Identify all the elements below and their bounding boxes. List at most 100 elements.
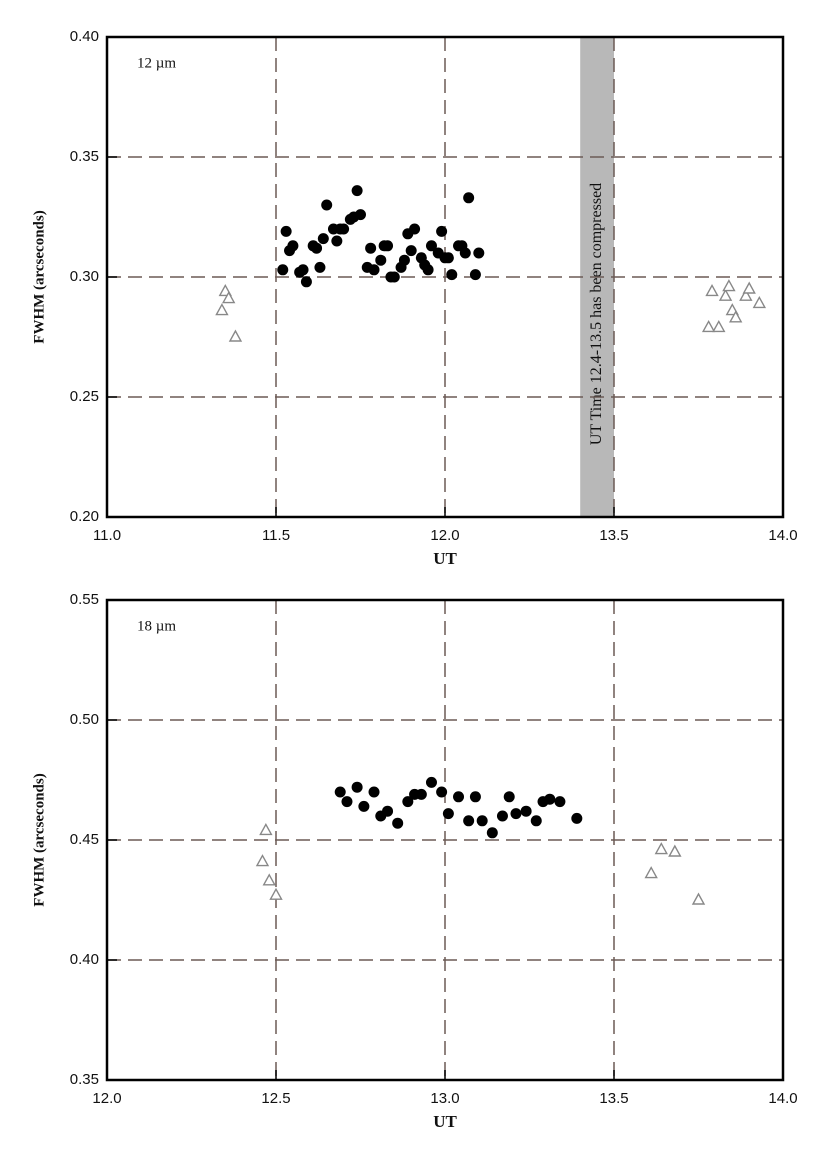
plot-frame	[105, 35, 785, 519]
y-tick-label: 0.30	[70, 268, 99, 285]
triangle-point	[255, 854, 270, 867]
circle-point	[341, 796, 353, 808]
triangle-point	[728, 310, 743, 323]
circle-point	[463, 815, 475, 827]
band-label: UT Time 12.4-13.5 has been compressed	[588, 183, 605, 445]
x-tick-label: 11.0	[93, 527, 121, 544]
circle-point	[425, 776, 437, 788]
triangle-point	[705, 283, 719, 297]
plot-frame	[105, 598, 785, 1082]
circle-point	[422, 264, 434, 276]
panel-label: 12 µm	[137, 55, 176, 71]
y-axis-label: FWHM (arcseconds)	[31, 773, 47, 906]
triangle-point	[644, 866, 658, 879]
circle-point	[287, 240, 299, 252]
circle-point	[486, 827, 498, 839]
triangle-point	[221, 291, 236, 304]
y-tick-label: 0.35	[70, 148, 99, 165]
circle-point	[544, 793, 556, 805]
y-tick-label: 0.35	[70, 1071, 99, 1088]
x-tick-label: 13.5	[599, 527, 628, 544]
x-tick-label: 12.0	[92, 1090, 121, 1107]
y-tick-label: 0.55	[70, 591, 99, 608]
circle-point	[398, 254, 410, 266]
x-axis-label: UT	[433, 1112, 457, 1131]
y-tick-label: 0.45	[70, 831, 99, 848]
triangle-point	[742, 281, 756, 294]
circle-point	[425, 240, 437, 252]
circle-point	[415, 788, 427, 800]
circle-point	[571, 812, 583, 824]
triangle-point	[259, 822, 273, 836]
circle-point	[338, 223, 350, 235]
triangle-point	[718, 288, 733, 301]
triangle-point	[269, 887, 283, 900]
triangle-point	[739, 288, 753, 301]
circle-point	[351, 185, 363, 197]
circle-point	[405, 245, 417, 257]
panel-label: 18 µm	[137, 618, 176, 634]
circle-point	[453, 791, 465, 803]
circle-point	[436, 225, 448, 237]
circle-point	[280, 225, 292, 237]
x-tick-label: 12.0	[430, 527, 459, 544]
circle-point	[375, 254, 387, 266]
circle-point	[446, 269, 458, 281]
triangle-point	[752, 295, 767, 309]
circle-point	[463, 192, 475, 204]
triangle-point	[262, 873, 276, 886]
y-tick-label: 0.25	[70, 388, 99, 405]
y-tick-label: 0.40	[70, 28, 99, 45]
circle-point	[297, 264, 309, 276]
circle-point	[442, 252, 454, 264]
x-tick-label: 14.0	[768, 1090, 797, 1107]
x-tick-label: 13.0	[430, 1090, 459, 1107]
panel: UT Time 12.4-13.5 has been compressed 0.2…	[31, 28, 797, 568]
triangle-point	[228, 329, 243, 342]
triangle-point	[654, 842, 669, 855]
x-tick-label: 11.5	[262, 527, 290, 544]
circle-point	[334, 786, 346, 798]
circle-point	[392, 817, 404, 829]
circle-point	[442, 808, 454, 820]
y-tick-label: 0.40	[70, 951, 99, 968]
triangle-point	[691, 892, 706, 905]
circle-point	[351, 781, 363, 793]
circle-point	[503, 791, 515, 803]
circle-point	[409, 223, 421, 235]
circle-point	[321, 199, 333, 211]
x-tick-label: 12.5	[261, 1090, 290, 1107]
circle-point	[459, 247, 471, 259]
circle-point	[402, 796, 414, 808]
circle-point	[365, 242, 377, 254]
circle-point	[476, 815, 488, 827]
circle-point	[317, 233, 329, 245]
x-tick-label: 13.5	[599, 1090, 628, 1107]
circle-point	[388, 271, 400, 283]
circle-point	[314, 261, 326, 273]
triangle-point	[722, 279, 736, 292]
y-axis-label: FWHM (arcseconds)	[31, 210, 47, 343]
x-axis-label: UT	[433, 549, 457, 568]
triangle-point	[668, 844, 682, 857]
circle-point	[382, 805, 394, 817]
circle-point	[469, 791, 481, 803]
circle-point	[510, 808, 522, 820]
circle-point	[277, 264, 289, 276]
triangle-point	[712, 319, 726, 333]
circle-point	[554, 796, 566, 808]
panel: 0.35 0.40 0.45 0.50 0.55 12.0 12.5 13.0 13.5 14.0…	[31, 591, 797, 1131]
circle-point	[496, 810, 508, 822]
circle-point	[520, 805, 532, 817]
circle-point	[331, 235, 343, 247]
circle-point	[382, 240, 394, 252]
y-tick-label: 0.50	[70, 711, 99, 728]
circle-point	[530, 815, 542, 827]
circle-point	[300, 276, 312, 288]
triangle-point	[215, 303, 229, 316]
circle-point	[368, 264, 380, 276]
y-tick-label: 0.20	[70, 508, 99, 525]
triangle-point	[701, 319, 716, 333]
circle-point	[469, 269, 481, 281]
